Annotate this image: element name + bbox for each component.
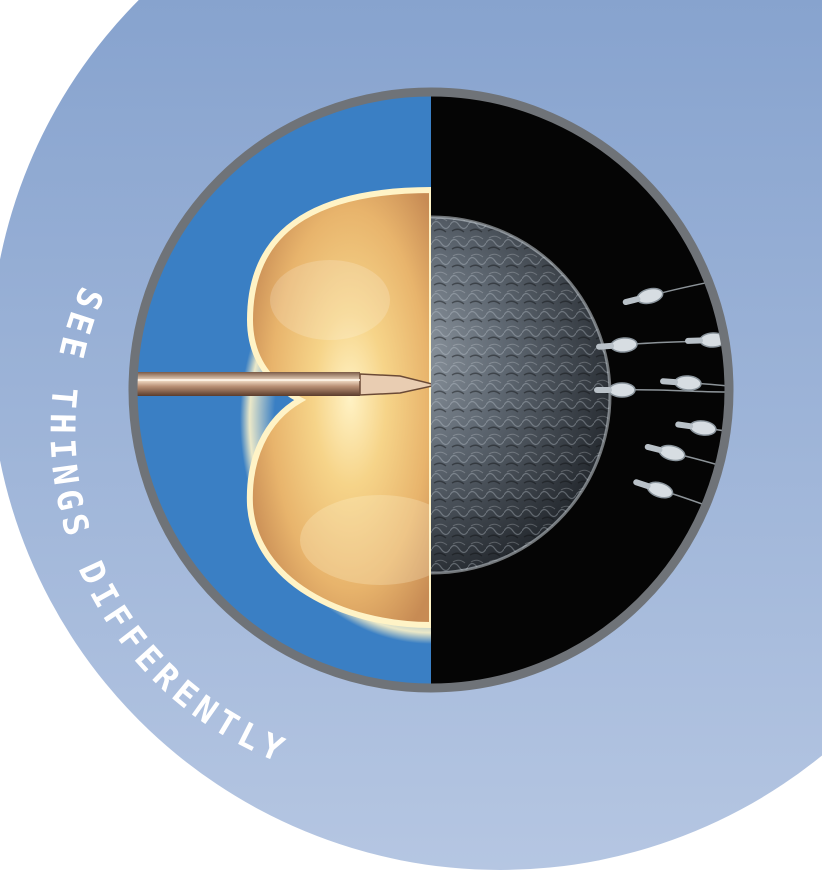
inner-image (134, 93, 728, 687)
egg-cell-icon (240, 186, 431, 644)
sem-cell-icon (431, 215, 612, 575)
micropipette-icon (134, 372, 431, 396)
frame-ring (128, 87, 734, 693)
left-panel (134, 93, 431, 687)
